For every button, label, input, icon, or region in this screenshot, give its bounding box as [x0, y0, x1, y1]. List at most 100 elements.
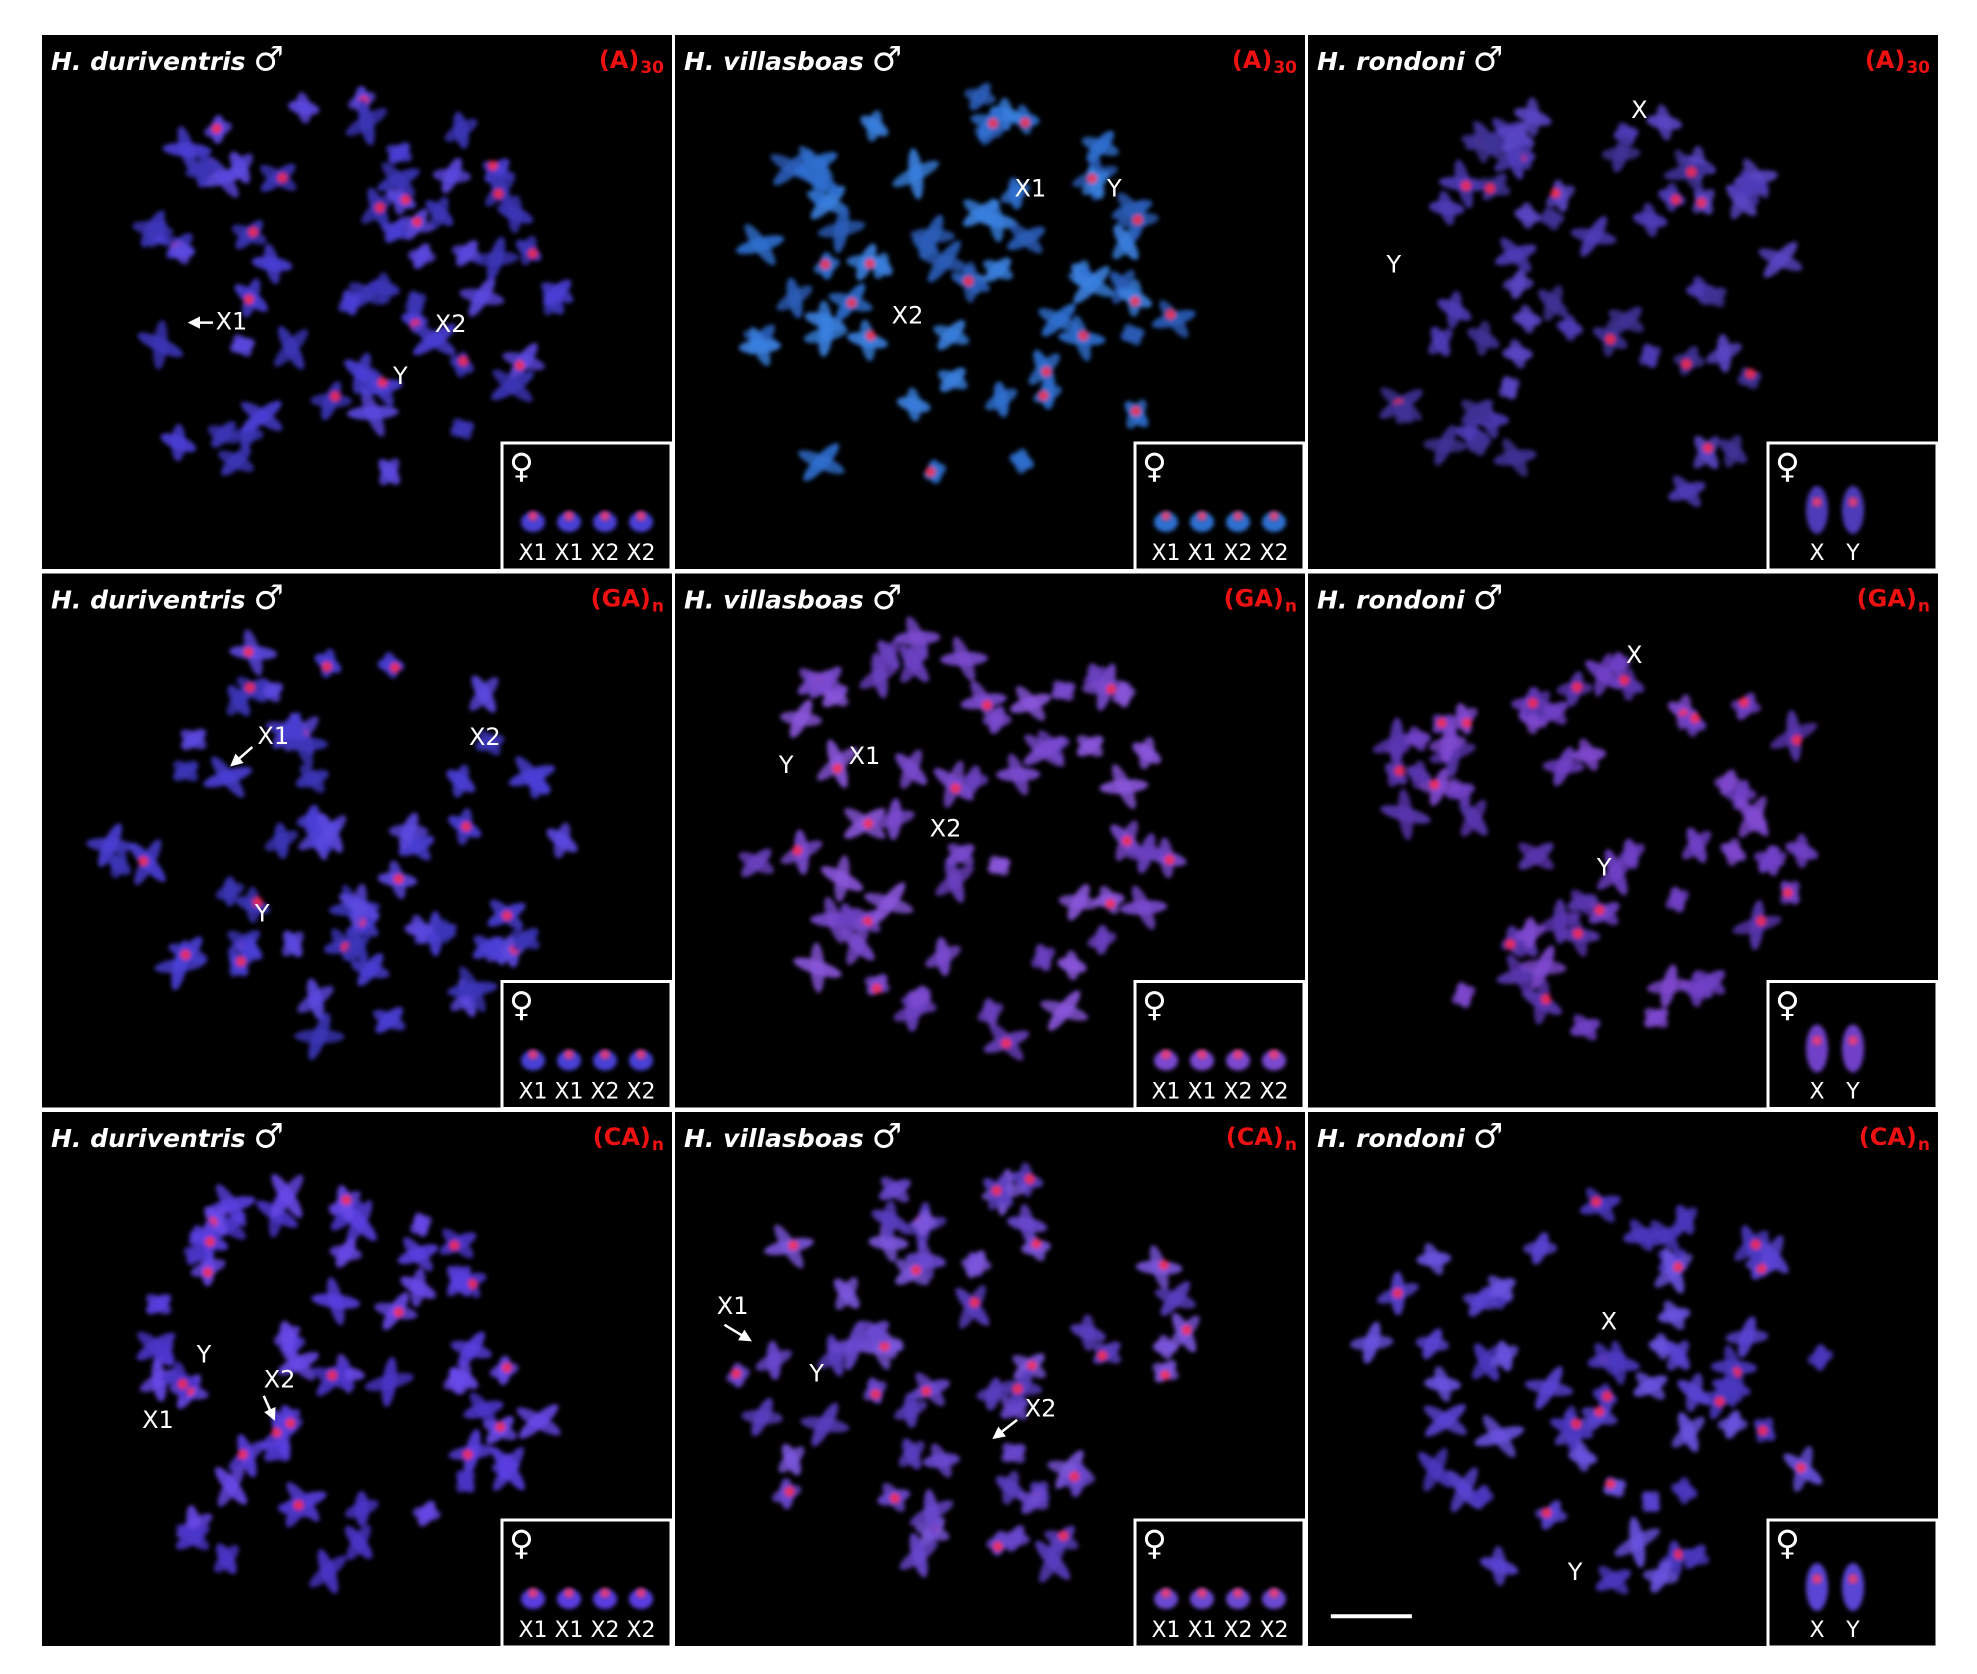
inset-label: X: [1809, 1080, 1824, 1105]
inset: ♀ X1 X1 X2 X2: [500, 1518, 673, 1649]
chromosome: [377, 272, 392, 304]
probe-subscript: 30: [1273, 58, 1297, 78]
chromosome: [405, 293, 427, 313]
fish-signal: [1041, 366, 1052, 377]
chromosome-label: Y: [1596, 854, 1612, 882]
probe-subscript: 30: [640, 58, 664, 78]
fish-signal: [293, 1500, 304, 1511]
chromosome: [1112, 269, 1135, 304]
inset-label: X2: [1259, 1080, 1288, 1105]
inset-signal: [1161, 1588, 1171, 1598]
fish-signal: [390, 662, 401, 673]
chromosome-spread: [736, 82, 1196, 484]
chromosome: [338, 292, 362, 313]
species-name: H. rondoni: [1317, 586, 1465, 615]
probe-name: (A): [1232, 46, 1273, 74]
chromosome: [1717, 1417, 1748, 1432]
chromosome: [1608, 309, 1645, 333]
fish-signal: [449, 1240, 460, 1251]
chromosome: [755, 1349, 792, 1371]
chromosome: [961, 1256, 992, 1272]
chromosome-label: X2: [930, 814, 962, 842]
chromosome: [218, 450, 254, 472]
fish-signal: [1571, 1418, 1582, 1429]
chromosome: [273, 1325, 301, 1346]
inset-chromosome: [1842, 1024, 1864, 1073]
chromosome: [411, 914, 428, 944]
fish-signal: [1696, 197, 1707, 208]
panel: H. villasboas ♂ n(CA) X1 Y X2 ♀ X1 X1 X2 X2: [675, 1112, 1306, 1649]
chromosome: [1487, 1275, 1514, 1301]
fish-signal: [864, 258, 875, 269]
inset-chromosome: [1806, 486, 1828, 534]
chromosome: [264, 830, 299, 851]
fish-signal: [1436, 717, 1447, 728]
inset-chromosome: [521, 512, 545, 532]
chromosome: [1498, 378, 1520, 398]
chromosome: [882, 1200, 897, 1240]
inset-signal: [564, 511, 574, 521]
inset-label: X: [1809, 1618, 1824, 1643]
chromosome: [834, 855, 850, 903]
fish-signal: [1756, 916, 1767, 927]
chromosome: [1570, 228, 1617, 245]
chromosome: [314, 815, 347, 851]
chromosome: [1523, 1241, 1558, 1256]
fish-signal: [1550, 188, 1561, 199]
fish-signal: [1130, 296, 1141, 307]
chromosome: [1395, 401, 1413, 425]
chromosome: [294, 1029, 345, 1044]
chromosome: [866, 110, 883, 142]
fish-signal: [341, 1194, 352, 1205]
chromosome: [1087, 931, 1117, 948]
chromosome: [132, 221, 174, 237]
inset-chromosome: [557, 1050, 581, 1071]
chromosome: [1519, 304, 1535, 334]
fish-signal: [1078, 330, 1089, 341]
inset-sex-symbol: ♀: [1775, 985, 1800, 1025]
fish-signal: [1673, 1262, 1684, 1273]
chromosome: [1562, 314, 1577, 342]
species-name: H. duriventris: [51, 586, 246, 615]
chromosome: [1502, 277, 1534, 292]
inset-chromosome: [1154, 1050, 1178, 1071]
fish-signal: [252, 897, 263, 908]
chromosome: [348, 282, 386, 305]
inset-chromosome: [1842, 1563, 1864, 1611]
species-name: H. duriventris: [51, 47, 246, 76]
chromosome: [1081, 136, 1119, 156]
sex-symbol: ♂: [254, 578, 284, 618]
species-name: H. villasboas: [684, 1124, 864, 1153]
chromosome: [211, 756, 245, 798]
inset-signal: [1848, 1574, 1858, 1584]
species-name: H. duriventris: [51, 1124, 246, 1153]
chromosome: [1415, 1336, 1450, 1352]
fish-signal: [870, 1389, 881, 1400]
chromosome: [492, 369, 533, 403]
inset: ♀ X1 X1 X2 X2: [1133, 441, 1306, 572]
chromosome: [469, 1392, 498, 1427]
fish-signal: [911, 1265, 922, 1276]
chromosome: [1610, 1340, 1626, 1385]
fish-signal: [1591, 1196, 1602, 1207]
fish-signal: [271, 1427, 282, 1438]
chromosome: [1429, 736, 1467, 752]
fish-signal: [1619, 675, 1630, 686]
chromosome-label: X2: [435, 310, 467, 338]
probe-name: (A): [1865, 46, 1906, 74]
fish-signal: [327, 1370, 338, 1381]
fish-signal: [514, 360, 525, 371]
inset-label: Y: [1845, 541, 1860, 566]
inset-frame: [1133, 1518, 1306, 1649]
chromosome-label: X: [1626, 641, 1642, 669]
chromosome: [1575, 1442, 1590, 1472]
fish-signal: [1031, 1238, 1042, 1249]
chromosome: [450, 1340, 492, 1359]
fish-signal: [377, 377, 388, 388]
chromosome: [957, 773, 989, 788]
chromosome: [810, 942, 825, 993]
fish-signal: [1572, 682, 1583, 693]
chromosome: [215, 882, 245, 900]
panel: H. villasboas ♂ n(GA) Y X1 X2 ♀ X1 X1 X2 X2: [675, 573, 1306, 1110]
chromosome: [1509, 339, 1526, 369]
